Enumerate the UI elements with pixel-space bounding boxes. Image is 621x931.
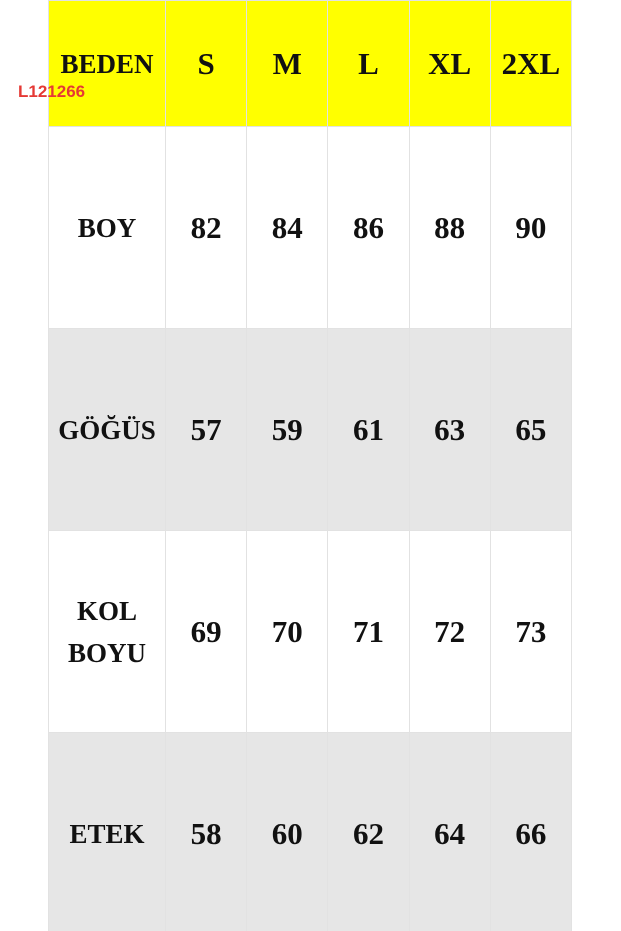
cell: 90	[489, 126, 573, 329]
cell: S	[164, 0, 248, 127]
header-row: BEDEN S M L XL 2XL	[48, 0, 573, 127]
cell: M	[246, 0, 329, 127]
cell: L	[327, 0, 410, 127]
size-table: BEDEN S M L XL 2XL BOY 82 84 86 88 90 GÖĞÜS 57 59 61 63 6…	[48, 0, 573, 931]
cell: 57	[164, 328, 248, 531]
row-label: ETEK	[48, 732, 166, 931]
cell: 88	[408, 126, 491, 329]
cell: 64	[408, 732, 491, 931]
cell: 62	[327, 732, 410, 931]
cell: 70	[246, 530, 329, 733]
size-row: KOL BOYU 69 70 71 72 73	[48, 530, 573, 733]
cell: 60	[246, 732, 329, 931]
cell: 59	[246, 328, 329, 531]
cell: 63	[408, 328, 491, 531]
cell: 61	[327, 328, 410, 531]
row-label: BOY	[48, 126, 166, 329]
cell: 65	[489, 328, 573, 531]
row-label: KOL BOYU	[48, 530, 166, 733]
row-label: GÖĞÜS	[48, 328, 166, 531]
cell: 71	[327, 530, 410, 733]
cell: 2XL	[489, 0, 573, 127]
cell: 73	[489, 530, 573, 733]
cell: XL	[408, 0, 491, 127]
cell: 58	[164, 732, 248, 931]
cell: 66	[489, 732, 573, 931]
size-row: ETEK 58 60 62 64 66	[48, 732, 573, 931]
size-row: BOY 82 84 86 88 90	[48, 126, 573, 329]
cell: 84	[246, 126, 329, 329]
cell: 82	[164, 126, 248, 329]
product-code: L121266	[18, 82, 86, 101]
size-row: GÖĞÜS 57 59 61 63 65	[48, 328, 573, 531]
cell: 69	[164, 530, 248, 733]
cell: 86	[327, 126, 410, 329]
cell: 72	[408, 530, 491, 733]
row-label: BEDEN	[48, 0, 166, 127]
